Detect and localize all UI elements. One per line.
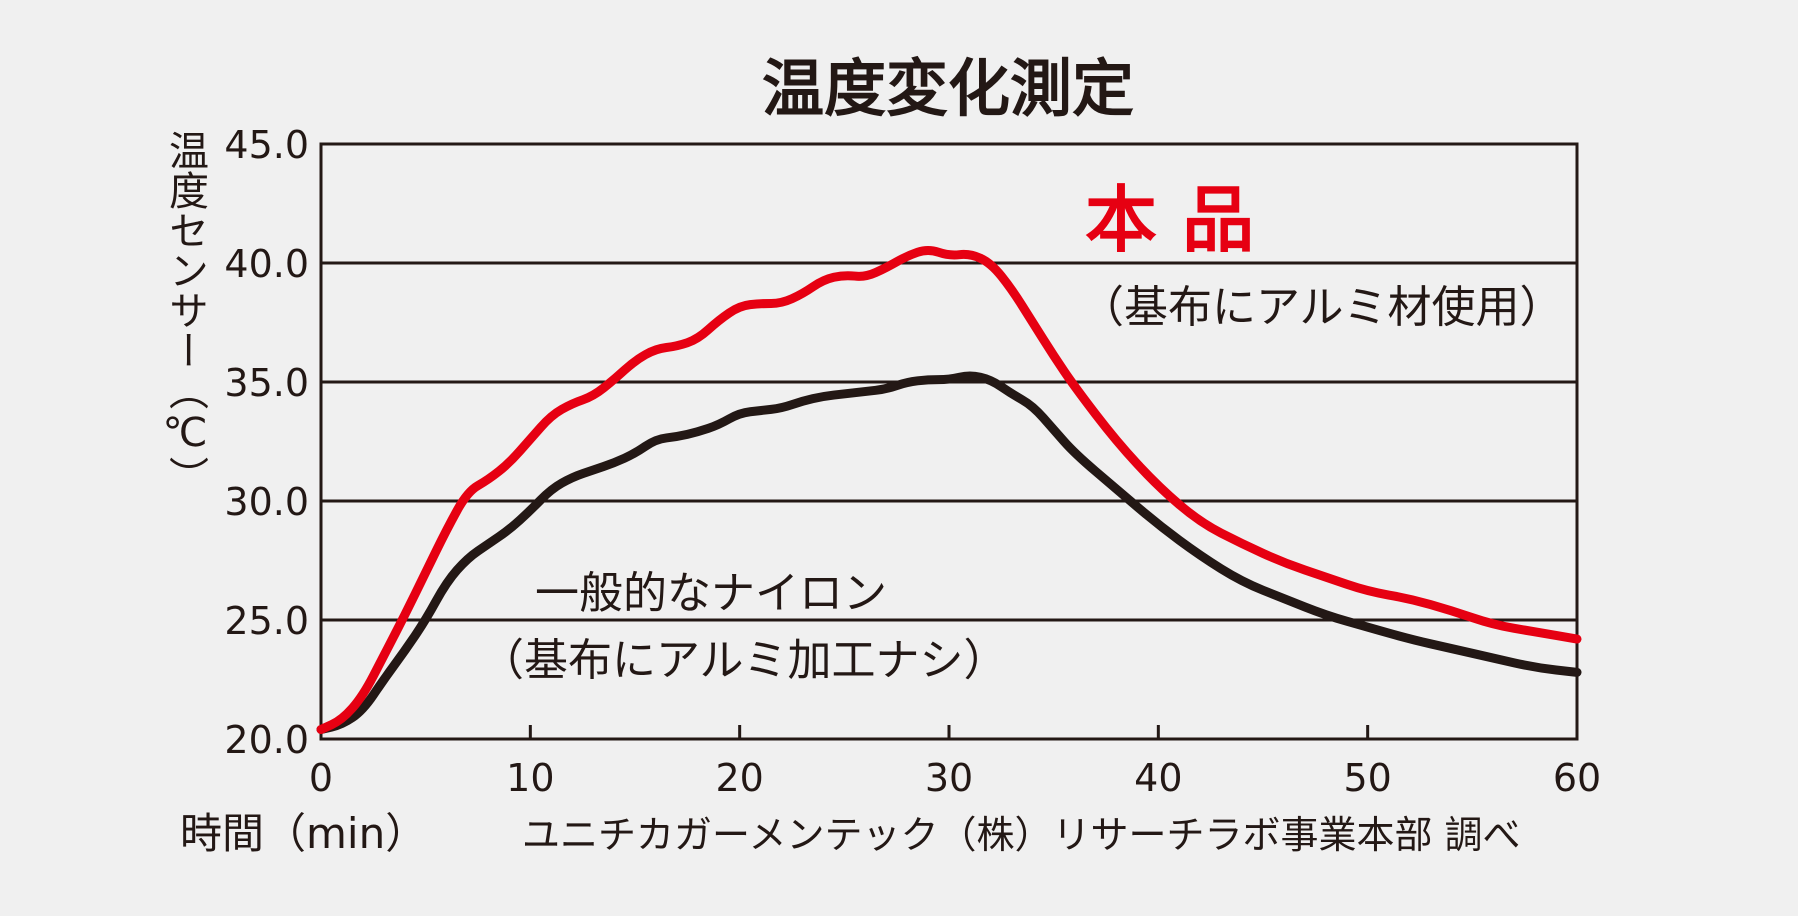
- y-tick-label: 40.0: [224, 242, 309, 286]
- x-axis-label: 時間（min）: [180, 809, 427, 858]
- y-tick-label: 45.0: [224, 123, 309, 167]
- y-tick-label: 25.0: [224, 599, 309, 643]
- x-tick-label: 40: [1134, 756, 1182, 800]
- source-note: ユニチカガーメンテック（株）リサーチラボ事業本部 調べ: [522, 813, 1521, 857]
- x-tick-label: 0: [309, 756, 333, 800]
- x-tick-label: 60: [1553, 756, 1601, 800]
- series-line-nylon: [316, 371, 1582, 734]
- series-sublabel-nylon: （基布にアルミ加工ナシ）: [480, 635, 1008, 686]
- y-axis-ticks: 20.0 25.0 30.0 35.0 40.0 45.0: [224, 123, 309, 762]
- x-axis-ticks: 0 10 20 30 40 50 60: [309, 725, 1601, 800]
- series-line-product: [316, 246, 1582, 734]
- y-tick-label: 35.0: [224, 361, 309, 405]
- x-tick-label: 20: [715, 756, 763, 800]
- x-tick-label: 10: [506, 756, 554, 800]
- y-tick-label: 30.0: [224, 480, 309, 524]
- x-tick-label: 50: [1343, 756, 1391, 800]
- y-tick-label: 20.0: [224, 718, 309, 762]
- series-label-product: 本 品: [1085, 178, 1254, 262]
- y-axis-label: 温度センサー（℃）: [162, 130, 209, 496]
- x-tick-label: 30: [925, 756, 973, 800]
- chart-title: 温度変化測定: [762, 52, 1134, 125]
- series-sublabel-product: （基布にアルミ材使用）: [1080, 282, 1564, 333]
- series-label-nylon: 一般的なナイロン: [535, 568, 887, 619]
- series-lines: [316, 246, 1582, 734]
